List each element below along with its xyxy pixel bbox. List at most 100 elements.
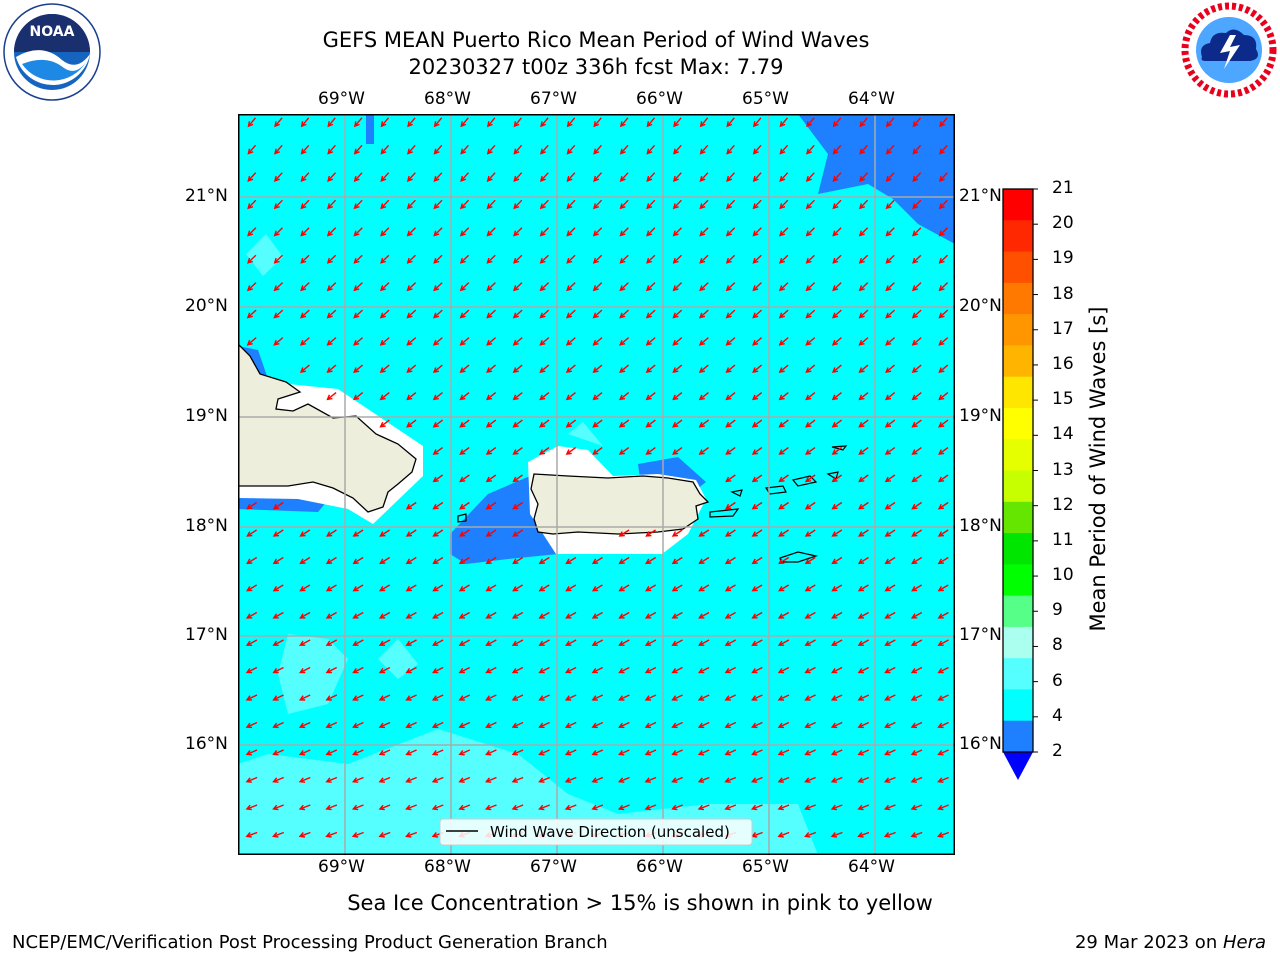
wave-direction-arrow [405,721,417,729]
wave-direction-arrow [325,831,338,838]
wave-direction-arrow [671,749,683,756]
wave-direction-arrow [246,501,257,510]
wave-direction-arrow [353,337,364,346]
wave-direction-arrow [272,749,284,756]
wave-direction-arrow [486,227,496,237]
wave-direction-arrow [857,501,869,510]
wave-direction-arrow [431,749,444,756]
wave-direction-arrow [300,282,310,292]
wave-direction-arrow [352,666,364,674]
wave-direction-arrow [433,227,443,237]
wave-direction-arrow [779,227,789,237]
wave-direction-arrow [564,776,577,783]
wave-direction-arrow [485,611,497,619]
wave-direction-arrow [911,282,922,292]
wave-direction-arrow [752,144,762,155]
wave-direction-arrow [831,364,842,374]
wave-direction-arrow [298,639,311,646]
footer-machine: Hera [1222,932,1266,953]
wave-direction-arrow [431,721,444,729]
colorbar-tick-label: 2 [1052,741,1063,761]
wave-direction-arrow [646,227,656,237]
wave-direction-arrow [405,529,417,537]
wave-direction-arrow [592,199,603,210]
wave-direction-arrow [272,776,284,783]
wave-direction-arrow [539,364,550,374]
wave-direction-arrow [830,804,843,811]
wave-direction-arrow [725,199,736,210]
wave-direction-arrow [619,144,629,155]
wave-direction-arrow [538,611,550,619]
wave-direction-arrow [351,804,364,811]
wave-direction-arrow [938,392,949,401]
wave-direction-arrow [804,529,816,537]
wave-direction-arrow [458,721,471,729]
wave-direction-arrow [777,694,790,701]
wave-direction-arrow [778,584,790,592]
wave-direction-arrow [937,804,949,811]
wave-direction-arrow [778,392,789,401]
wave-direction-arrow [459,392,470,401]
wave-direction-arrow [378,749,391,756]
wave-direction-arrow [326,254,337,264]
wave-direction-arrow [272,529,284,537]
wave-direction-arrow [644,611,657,619]
wave-direction-arrow [671,721,683,729]
wave-direction-arrow [699,199,709,210]
wave-direction-arrow [298,776,311,783]
wave-direction-arrow [778,447,789,455]
wave-direction-arrow [246,584,258,592]
wave-direction-arrow [431,694,444,701]
wave-direction-arrow [645,392,656,401]
wave-direction-arrow [805,254,815,264]
nws-logo [1180,1,1278,99]
colorbar-band [1003,439,1033,471]
wave-direction-arrow [540,144,549,155]
lon-label-bottom: 68°W [424,857,471,877]
wave-direction-arrow [566,117,576,128]
wave-direction-arrow [645,337,656,346]
wave-direction-arrow [564,694,577,701]
wave-direction-arrow [247,199,257,210]
wave-direction-arrow [591,584,603,592]
wave-direction-arrow [459,474,470,483]
wave-direction-arrow [458,694,471,701]
wave-direction-arrow [671,694,683,701]
wave-direction-arrow [698,611,710,619]
wave-direction-arrow [565,392,576,401]
wave-direction-arrow [750,776,763,783]
wave-direction-arrow [406,199,416,210]
wave-direction-arrow [751,529,763,537]
wave-direction-arrow [644,804,657,811]
wave-direction-arrow [804,831,817,838]
wave-direction-arrow [671,804,683,811]
footer-date: 29 Mar 2023 on Hera [1075,932,1266,953]
wave-direction-arrow [325,556,337,565]
wave-direction-arrow [725,447,736,455]
wave-direction-arrow [751,694,763,701]
wave-direction-arrow [751,584,763,592]
wave-direction-arrow [698,529,710,537]
wave-direction-arrow [911,474,922,483]
wave-direction-arrow [512,474,523,483]
wave-direction-arrow [539,254,549,264]
wave-direction-arrow [564,804,577,811]
wave-direction-arrow [484,776,497,783]
wave-direction-arrow [831,556,843,565]
wave-direction-arrow [538,666,550,674]
lon-label-bottom: 65°W [742,857,789,877]
wave-direction-arrow [538,584,550,592]
wave-direction-arrow [724,804,737,811]
wave-direction-arrow [884,611,896,619]
wave-direction-arrow [378,639,391,646]
wave-direction-arrow [380,172,390,183]
wave-direction-arrow [273,254,283,264]
wave-direction-arrow [300,144,310,155]
wave-direction-arrow [539,172,549,183]
wave-direction-arrow [272,501,284,510]
wave-direction-arrow [911,419,922,428]
wave-direction-arrow [884,666,896,674]
colorbar-tick-label: 11 [1052,529,1074,550]
wave-direction-arrow [831,474,843,483]
wave-direction-arrow [644,694,657,701]
